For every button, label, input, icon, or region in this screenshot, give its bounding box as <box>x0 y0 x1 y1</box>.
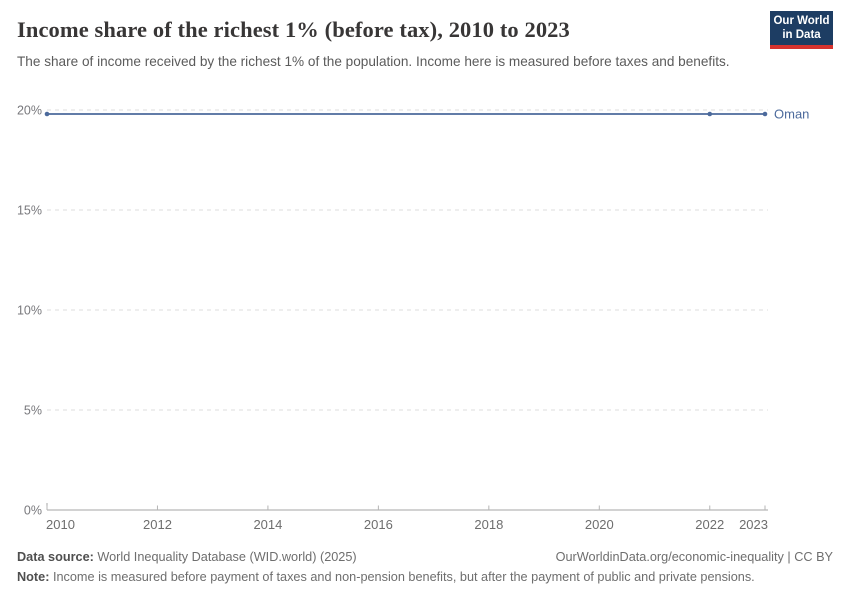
note-value: Income is measured before payment of tax… <box>49 570 755 584</box>
x-axis-label: 2020 <box>585 517 614 532</box>
y-axis-label: 15% <box>17 204 42 218</box>
owid-url-link[interactable]: OurWorldinData.org/economic-inequality |… <box>555 550 833 564</box>
x-axis-label: 2016 <box>364 517 393 532</box>
line-chart: 0% 5% 10% 15% 20% 2010 2012 2014 2016 2018 2020 202… <box>17 104 809 533</box>
x-axis-label: 2018 <box>474 517 503 532</box>
owid-logo-red-bar <box>770 45 833 49</box>
series-label-oman[interactable]: Oman <box>774 107 809 122</box>
owid-logo: Our World in Data <box>770 11 833 49</box>
y-axis-label: 0% <box>24 504 42 518</box>
chart-subtitle: The share of income received by the rich… <box>17 54 730 69</box>
data-point-marker[interactable] <box>707 111 713 117</box>
y-axis-label: 10% <box>17 304 42 318</box>
x-axis-label: 2014 <box>253 517 282 532</box>
owid-logo-line2: in Data <box>782 28 821 41</box>
x-axis-label: 2022 <box>695 517 724 532</box>
x-axis-label: 2012 <box>143 517 172 532</box>
y-axis-label: 20% <box>17 104 42 118</box>
data-point-marker[interactable] <box>44 111 50 117</box>
owid-logo-line1: Our World <box>773 15 830 27</box>
note: Note: Income is measured before payment … <box>17 567 755 587</box>
x-axis-label: 2023 <box>739 517 768 532</box>
data-source: Data source: World Inequality Database (… <box>17 547 357 567</box>
data-source-label: Data source: <box>17 550 94 564</box>
note-label: Note: <box>17 570 50 584</box>
chart-footer: Data source: World Inequality Database (… <box>17 547 833 587</box>
page-title: Income share of the richest 1% (before t… <box>17 17 570 42</box>
x-axis-label: 2010 <box>46 517 75 532</box>
data-point-marker[interactable] <box>762 111 768 117</box>
owid-logo-text: Our World in Data <box>770 11 833 45</box>
data-source-value: World Inequality Database (WID.world) (2… <box>93 550 357 564</box>
y-axis-label: 5% <box>24 404 42 418</box>
